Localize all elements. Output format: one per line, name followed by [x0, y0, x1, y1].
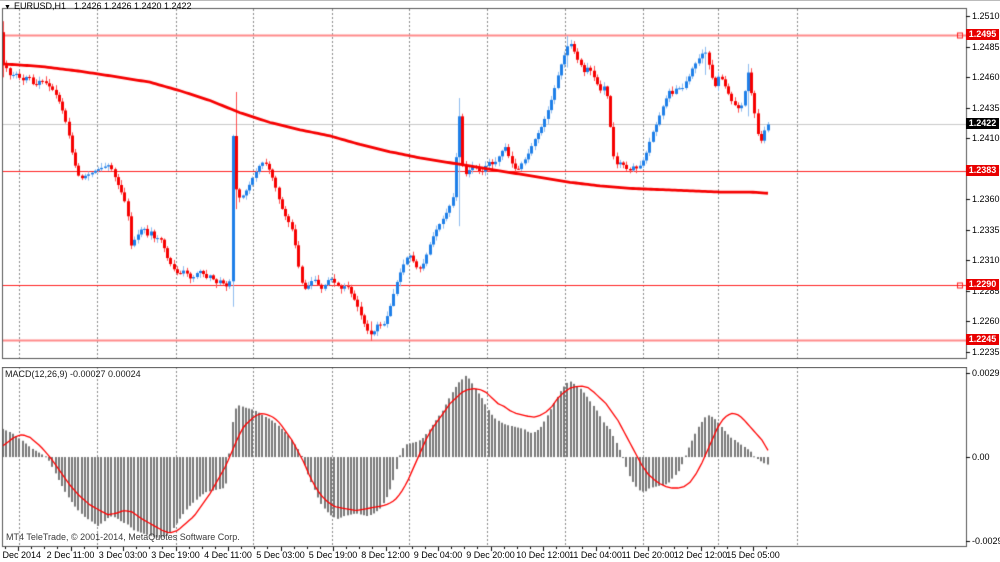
price-axis-label: 1.2485 [972, 42, 1000, 52]
time-axis-label: 9 Dec 04:00 [413, 550, 463, 560]
macd-axis-label: -0.00299 [972, 536, 1000, 546]
ohlc-quote: 1.2426 1.2426 1.2420 1.2422 [73, 1, 192, 11]
time-axis-label: 11 Dec 20:00 [621, 550, 675, 560]
price-axis-label: 1.2335 [972, 225, 1000, 235]
macd-axis-label: 0.00 [972, 452, 990, 462]
symbol-label: EURUSD,H1 [13, 1, 66, 11]
time-axis-label: 5 Dec 03:00 [256, 550, 305, 560]
time-axis-label: 1 Dec 2014 [0, 550, 42, 560]
time-axis-label: 12 Dec 12:00 [673, 550, 728, 560]
time-axis-label: 9 Dec 20:00 [466, 550, 515, 560]
price-axis-label: 1.2285 [972, 286, 1000, 296]
price-axis-label: 1.2360 [972, 194, 1000, 204]
price-line-tag: 1.2383 [966, 165, 999, 176]
current-price-tag: 1.2422 [966, 118, 999, 129]
copyright-label: MT4 TeleTrade, © 2001-2014, MetaQuotes S… [6, 532, 240, 542]
time-axis-label: 3 Dec 19:00 [151, 550, 200, 560]
time-axis-label: 5 Dec 19:00 [308, 550, 358, 560]
macd-axis-label: 0.00297 [972, 368, 1000, 378]
price-axis-label: 1.2235 [972, 347, 1000, 357]
price-axis-label: 1.2410 [972, 133, 1000, 143]
price-line-tag: 1.2245 [966, 334, 999, 345]
symbol-quote-line: ▼ EURUSD,H1 1.2426 1.2426 1.2420 1.2422 [4, 1, 192, 11]
price-axis-label: 1.2435 [972, 103, 1000, 113]
time-axis-label: 8 Dec 12:00 [361, 550, 410, 560]
price-line-tag: 1.2495 [966, 29, 999, 40]
price-axis-label: 1.2460 [972, 72, 1000, 82]
time-axis-label: 10 Dec 12:00 [516, 550, 570, 560]
price-line-tag: 1.2290 [966, 279, 999, 290]
price-axis-label: 1.2510 [972, 11, 1000, 21]
price-axis-label: 1.2260 [972, 316, 1000, 326]
time-axis-label: 4 Dec 11:00 [204, 550, 252, 560]
time-axis-label: 15 Dec 05:00 [726, 550, 780, 560]
time-axis-label: 3 Dec 03:00 [98, 550, 148, 560]
symbol-dropdown-icon[interactable]: ▼ [4, 4, 11, 11]
macd-chart-canvas[interactable] [0, 367, 1000, 562]
macd-indicator-label: MACD(12,26,9) -0.00027 0.00024 [5, 369, 141, 379]
price-chart-canvas[interactable] [0, 1, 1000, 367]
time-axis-label: 11 Dec 04:00 [569, 550, 622, 560]
price-axis-label: 1.2310 [972, 255, 1000, 265]
time-axis-label: 2 Dec 11:00 [46, 550, 95, 560]
